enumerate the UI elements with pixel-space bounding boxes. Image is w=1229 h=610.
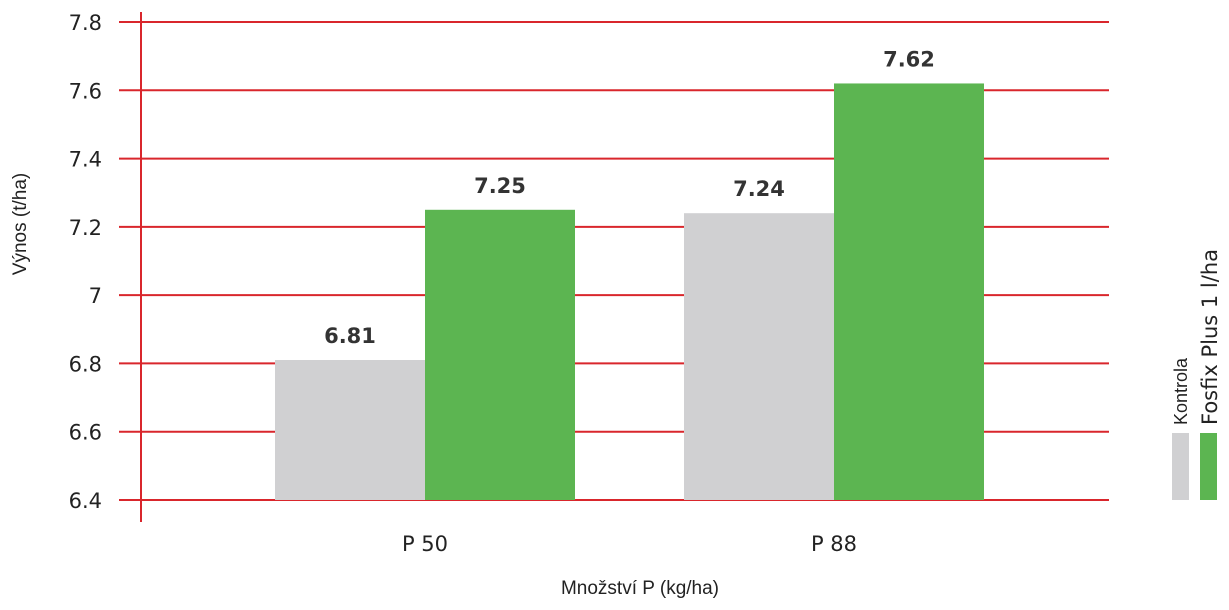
- bar: [425, 209, 575, 501]
- y-tick-label: 6.8: [69, 352, 102, 376]
- bar: [684, 213, 834, 500]
- legend-swatch-kontrola: [1172, 433, 1189, 500]
- y-axis-label: Výnos (t/ha): [10, 173, 31, 275]
- y-tick-label: 7.6: [69, 79, 102, 103]
- y-axis-ticks: 6.4 6.6 6.8 7 7.2 7.4 7.6 7.8: [69, 11, 102, 513]
- x-tick-label: P 88: [811, 532, 857, 556]
- legend-swatch-fosfix: [1200, 433, 1217, 500]
- y-tick-label: 7: [89, 284, 102, 308]
- y-tick-label: 7.4: [69, 148, 102, 172]
- bar: [834, 83, 984, 500]
- data-label: 6.81: [324, 324, 376, 348]
- x-tick-label: P 50: [402, 532, 448, 556]
- bars: [275, 83, 984, 501]
- data-label: 7.24: [733, 177, 785, 201]
- data-labels: 6.81 7.25 7.24 7.62: [324, 47, 935, 348]
- y-tick-label: 7.2: [69, 216, 102, 240]
- y-tick-label: 6.4: [69, 489, 102, 513]
- data-label: 7.25: [474, 174, 526, 198]
- data-label: 7.62: [883, 47, 935, 71]
- x-axis-label: Množství P (kg/ha): [561, 578, 719, 599]
- legend: Kontrola Fosfix Plus 1 l/ha: [1171, 249, 1222, 500]
- legend-label-kontrola: Kontrola: [1171, 357, 1191, 425]
- y-tick-label: 6.6: [69, 421, 102, 445]
- bar: [275, 360, 425, 500]
- x-axis-ticks: P 50 P 88: [402, 532, 857, 556]
- y-tick-label: 7.8: [69, 11, 102, 35]
- legend-label-fosfix: Fosfix Plus 1 l/ha: [1198, 249, 1222, 425]
